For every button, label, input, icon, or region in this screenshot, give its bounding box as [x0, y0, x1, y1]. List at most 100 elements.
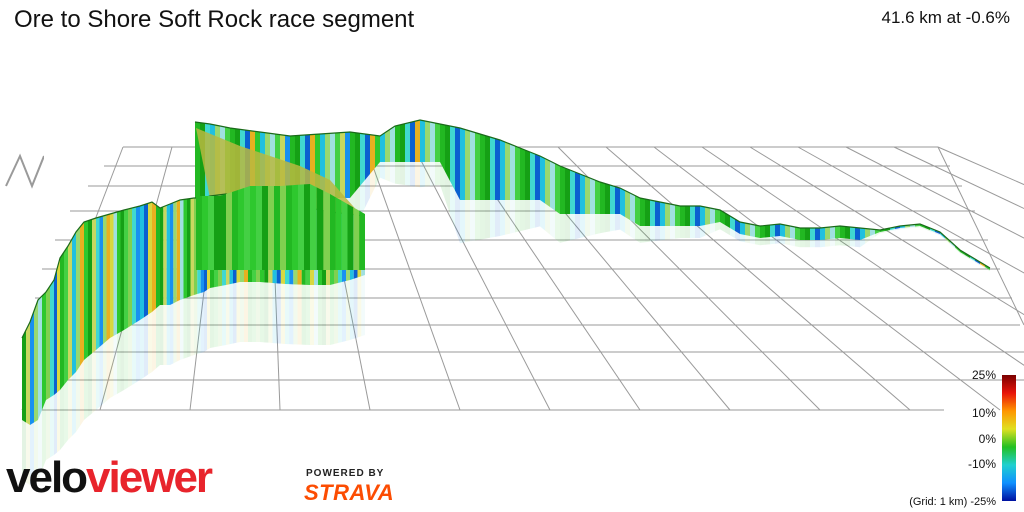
- legend-label-minus10: -10%: [967, 457, 996, 471]
- wall-panel: [535, 154, 540, 200]
- wall-panel: [170, 303, 174, 365]
- wall-panel: [785, 225, 790, 238]
- wall-panel: [790, 238, 795, 247]
- wall-panel: [252, 282, 256, 342]
- profile-toggle-icon[interactable]: [0, 150, 44, 192]
- wall-panel: [965, 255, 970, 260]
- wall-panel: [117, 332, 121, 394]
- wall-panel: [233, 282, 237, 344]
- wall-panel: [176, 300, 180, 362]
- wall-panel: [218, 285, 222, 347]
- wall-panel: [815, 240, 820, 248]
- wall-panel: [810, 240, 815, 248]
- wall-panel: [665, 203, 670, 226]
- wall-panel: [250, 186, 256, 270]
- wall-panel: [68, 239, 72, 380]
- wall-panel: [42, 292, 46, 410]
- wall-panel: [510, 144, 515, 200]
- wall-panel: [180, 199, 184, 300]
- wall-panel: [715, 209, 720, 223]
- wall-panel: [865, 228, 870, 238]
- wall-panel: [515, 146, 520, 200]
- wall-panel: [301, 284, 306, 345]
- wall-panel: [555, 163, 560, 214]
- wall-panel: [305, 284, 310, 345]
- wall-panel: [34, 300, 38, 423]
- wall-panel: [92, 350, 96, 414]
- wall-panel: [485, 200, 490, 239]
- wall-panel: [370, 168, 375, 198]
- wall-panel: [110, 213, 114, 338]
- wall-panel: [595, 214, 600, 235]
- wall-panel: [675, 226, 680, 239]
- wall-panel: [425, 121, 430, 162]
- wall-panel: [346, 280, 350, 341]
- wall-panel: [750, 236, 755, 245]
- wall-panel: [166, 204, 170, 305]
- wall-panel: [244, 282, 248, 342]
- wall-panel: [380, 132, 385, 162]
- wall-panel: [88, 353, 92, 417]
- wall-panel: [365, 174, 370, 208]
- wall-panel: [600, 182, 605, 214]
- wall-panel: [505, 142, 510, 200]
- wall-panel: [222, 285, 226, 346]
- wall-panel: [625, 217, 630, 237]
- wall-panel: [232, 190, 238, 270]
- wall-panel: [645, 199, 650, 226]
- wall-panel: [124, 327, 128, 390]
- wall-panel: [630, 193, 635, 223]
- wall-panel: [440, 162, 445, 200]
- wall-panel: [314, 285, 318, 345]
- wall-panel: [800, 228, 805, 240]
- wall-panel: [318, 285, 322, 345]
- wall-panel: [34, 420, 38, 483]
- wall-panel: [190, 198, 194, 297]
- wall-panel: [166, 305, 170, 365]
- wall-panel: [88, 219, 92, 357]
- wall-panel: [475, 200, 480, 241]
- wall-panel: [590, 214, 595, 236]
- wall-panel: [26, 422, 30, 485]
- strava-logo: STRAVA: [304, 480, 395, 505]
- wall-panel: [565, 168, 570, 214]
- wall-panel: [272, 283, 277, 344]
- wall-panel: [545, 203, 550, 235]
- wall-panel: [330, 284, 334, 345]
- wall-panel: [395, 124, 400, 162]
- wall-panel: [120, 330, 124, 392]
- wall-panel: [60, 385, 64, 450]
- wall-panel: [42, 400, 46, 470]
- wall-panel: [475, 132, 480, 200]
- wall-panel: [860, 238, 865, 248]
- wall-panel: [50, 280, 54, 398]
- wall-panel: [420, 120, 425, 162]
- wall-panel: [955, 247, 960, 254]
- wall-panel: [214, 286, 218, 348]
- wall-panel: [765, 237, 770, 245]
- wall-panel: [38, 296, 42, 420]
- wall-panel: [274, 186, 280, 270]
- wall-panel: [214, 196, 220, 270]
- wall-panel: [207, 288, 210, 350]
- wall-panel: [815, 228, 820, 240]
- wall-panel: [341, 200, 348, 270]
- wall-panel: [244, 186, 250, 270]
- wall-panel: [660, 202, 665, 226]
- wall-panel: [960, 252, 965, 257]
- wall-panel: [485, 135, 490, 200]
- wall-panel: [770, 224, 775, 237]
- wall-panel: [340, 132, 345, 198]
- segment-stats: 41.6 km at -0.6%: [881, 8, 1010, 27]
- wall-panel: [170, 202, 174, 305]
- wall-panel: [560, 214, 565, 243]
- wall-panel: [132, 207, 136, 325]
- wall-panel: [183, 297, 187, 359]
- wall-panel: [330, 194, 336, 270]
- wall-panel: [525, 200, 530, 230]
- wall-panel: [262, 186, 268, 270]
- wall-panel: [173, 201, 177, 304]
- wall-panel: [555, 210, 560, 243]
- wall-panel: [22, 420, 26, 483]
